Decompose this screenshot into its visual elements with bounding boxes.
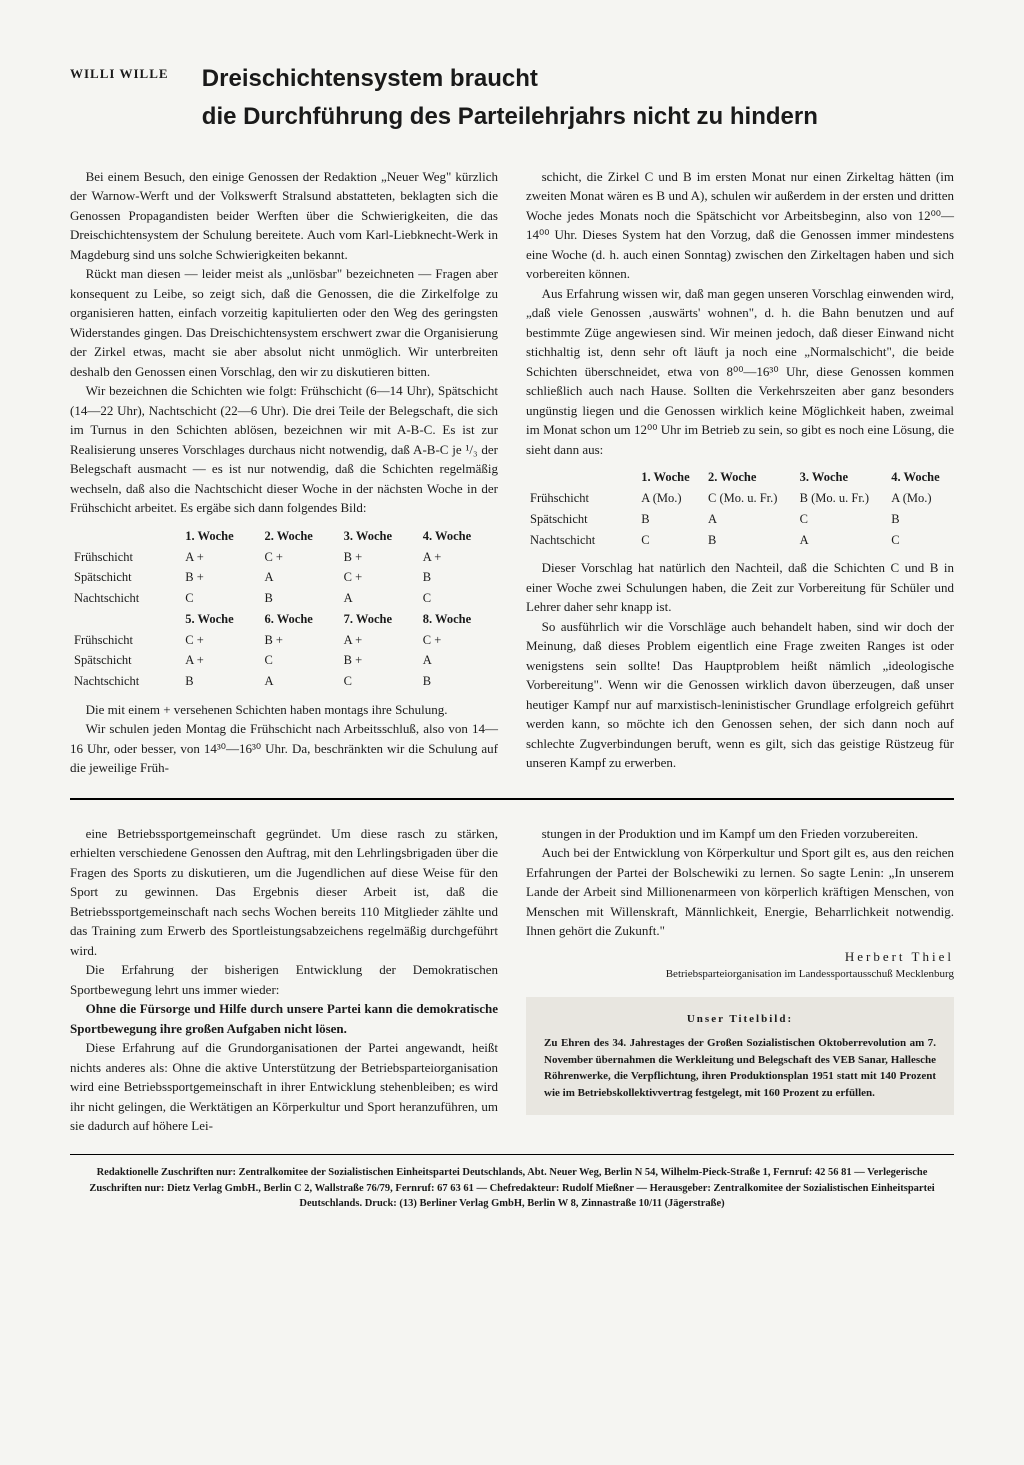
- table-cell: A: [419, 650, 498, 671]
- table-cell: A +: [181, 547, 260, 568]
- table-cell: Frühschicht: [70, 547, 181, 568]
- table-cell: C: [340, 671, 419, 692]
- table-cell: C: [887, 530, 954, 551]
- table-header: 6. Woche: [260, 609, 339, 630]
- title-line-2: die Durchführung des Parteilehrjahrs nic…: [202, 103, 818, 130]
- table-cell: B: [419, 567, 498, 588]
- table-cell: C: [181, 588, 260, 609]
- table-cell: C +: [419, 630, 498, 651]
- main-article-body: Bei einem Besuch, den einige Genossen de…: [70, 167, 954, 778]
- paragraph: Rückt man diesen — leider meist als „unl…: [70, 264, 498, 381]
- article-title: Dreischichtensystem braucht die Durchfüh…: [202, 60, 818, 137]
- table-header: 2. Woche: [704, 467, 796, 488]
- table-cell: C (Mo. u. Fr.): [704, 488, 796, 509]
- table-cell: A: [260, 567, 339, 588]
- table-cell: C +: [181, 630, 260, 651]
- table-cell: A: [260, 671, 339, 692]
- table-header: 1. Woche: [637, 467, 704, 488]
- table-header: 1. Woche: [181, 526, 260, 547]
- imprint-text: Redaktionelle Zuschriften nur: Zentralko…: [70, 1165, 954, 1212]
- table-header: [70, 526, 181, 547]
- table-cell: A: [704, 509, 796, 530]
- table-header: 8. Woche: [419, 609, 498, 630]
- author-name: WILLI WILLE: [70, 64, 169, 84]
- table-cell: C: [419, 588, 498, 609]
- table-cell: B +: [260, 630, 339, 651]
- emphasized-paragraph: Ohne die Fürsorge und Hilfe durch unsere…: [70, 999, 498, 1038]
- secondary-article-body: eine Betriebssportgemeinschaft gegründet…: [70, 824, 954, 1136]
- table-cell: A +: [181, 650, 260, 671]
- table-cell: C +: [340, 567, 419, 588]
- table-cell: B (Mo. u. Fr.): [796, 488, 888, 509]
- article-header: WILLI WILLE Dreischichtensystem braucht …: [70, 60, 954, 137]
- table-cell: B: [260, 588, 339, 609]
- paragraph: Diese Erfahrung auf die Grundorganisatio…: [70, 1038, 498, 1136]
- paragraph: Die Erfahrung der bisherigen Entwicklung…: [70, 960, 498, 999]
- table-cell: B +: [181, 567, 260, 588]
- table-cell: Spätschicht: [526, 509, 637, 530]
- table-cell: C: [637, 530, 704, 551]
- caption-body: Zu Ehren des 34. Jahrestages der Großen …: [544, 1035, 936, 1101]
- table-cell: A (Mo.): [887, 488, 954, 509]
- table-cell: B: [704, 530, 796, 551]
- table-header: [70, 609, 181, 630]
- paragraph: Wir schulen jeden Montag die Frühschicht…: [70, 719, 498, 778]
- table-header: 4. Woche: [887, 467, 954, 488]
- paragraph: Dieser Vorschlag hat natürlich den Nacht…: [526, 558, 954, 617]
- table-header: 3. Woche: [340, 526, 419, 547]
- section-divider: [70, 798, 954, 800]
- table-cell: C: [796, 509, 888, 530]
- cover-image-caption-box: Unser Titelbild: Zu Ehren des 34. Jahres…: [526, 997, 954, 1116]
- table-header: 7. Woche: [340, 609, 419, 630]
- shift-table-2: 1. Woche 2. Woche 3. Woche 4. Woche Früh…: [526, 467, 954, 550]
- paragraph: Bei einem Besuch, den einige Genossen de…: [70, 167, 498, 265]
- paragraph: Aus Erfahrung wissen wir, daß man gegen …: [526, 284, 954, 460]
- table-cell: A +: [419, 547, 498, 568]
- paragraph: Wir bezeichnen die Schichten wie folgt: …: [70, 381, 498, 518]
- caption-heading: Unser Titelbild:: [544, 1011, 936, 1028]
- shift-table-1: 1. Woche 2. Woche 3. Woche 4. Woche Früh…: [70, 526, 498, 692]
- table-cell: B +: [340, 547, 419, 568]
- table-cell: B +: [340, 650, 419, 671]
- table-cell: A +: [340, 630, 419, 651]
- table-cell: A: [340, 588, 419, 609]
- table-cell: B: [181, 671, 260, 692]
- paragraph: eine Betriebssportgemeinschaft gegründet…: [70, 824, 498, 961]
- table-cell: B: [887, 509, 954, 530]
- table-header: 5. Woche: [181, 609, 260, 630]
- paragraph: schicht, die Zirkel C und B im ersten Mo…: [526, 167, 954, 284]
- table-header: 2. Woche: [260, 526, 339, 547]
- table-cell: B: [637, 509, 704, 530]
- author-signature: Herbert Thiel: [526, 947, 954, 967]
- table-cell: A (Mo.): [637, 488, 704, 509]
- author-affiliation: Betriebsparteiorganisation im Landesspor…: [526, 966, 954, 983]
- table-cell: C +: [260, 547, 339, 568]
- table-header: 3. Woche: [796, 467, 888, 488]
- table-cell: Nachtschicht: [526, 530, 637, 551]
- paragraph: So ausführlich wir die Vorschläge auch b…: [526, 617, 954, 773]
- table-cell: Nachtschicht: [70, 671, 181, 692]
- table-cell: A: [796, 530, 888, 551]
- table-cell: Spätschicht: [70, 650, 181, 671]
- table-header: 4. Woche: [419, 526, 498, 547]
- table-header: [526, 467, 637, 488]
- title-line-1: Dreischichtensystem braucht: [202, 65, 538, 92]
- table-cell: Nachtschicht: [70, 588, 181, 609]
- table-cell: Spätschicht: [70, 567, 181, 588]
- table-cell: C: [260, 650, 339, 671]
- paragraph: stungen in der Produktion und im Kampf u…: [526, 824, 954, 844]
- table-cell: B: [419, 671, 498, 692]
- table-cell: Frühschicht: [526, 488, 637, 509]
- table-cell: Frühschicht: [70, 630, 181, 651]
- paragraph: Die mit einem + versehenen Schichten hab…: [70, 700, 498, 720]
- paragraph: Auch bei der Entwicklung von Körperkultu…: [526, 843, 954, 941]
- imprint-divider: [70, 1154, 954, 1155]
